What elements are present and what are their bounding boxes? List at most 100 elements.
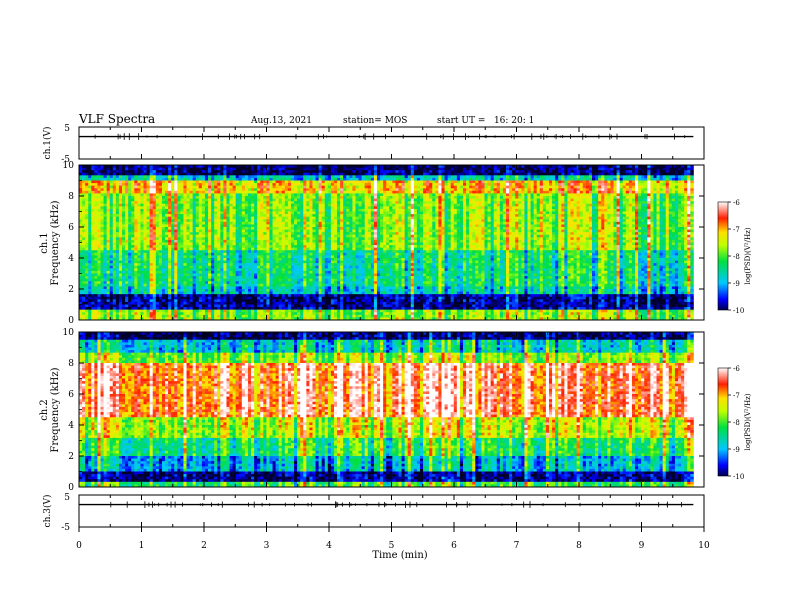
ch1-spectrogram-cell: [306, 193, 310, 197]
ch1-spectrogram-cell: [168, 227, 172, 230]
ch1-spectrogram-cell: [355, 190, 359, 194]
ch1-spectrogram-cell: [453, 170, 458, 174]
ch1-spectrogram-cell: [152, 167, 157, 171]
ch1-spectrogram-cell: [300, 190, 304, 194]
ch1-spectrogram-cell: [502, 201, 507, 205]
ch1-spectrogram-cell: [619, 221, 624, 225]
ch1-spectrogram-cell: [598, 211, 602, 215]
ch1-spectrogram-cell: [585, 190, 590, 194]
ch1-spectrogram-cell: [659, 172, 664, 176]
ch1-spectrogram-cell: [496, 167, 501, 171]
ch1-spectrogram-cell: [653, 188, 657, 192]
ch1-spectrogram-cell: [505, 203, 510, 207]
ch1-spectrogram-cell: [220, 170, 224, 174]
ch1-spectrogram-cell: [610, 206, 614, 210]
ch1-spectrogram-cell: [244, 183, 249, 187]
ch1-spectrogram-cell: [625, 198, 630, 202]
ch1-spectrogram-cell: [665, 167, 670, 171]
ch1-spectrogram-cell: [678, 206, 682, 210]
ch1-spectrogram-cell: [426, 221, 430, 225]
ch1-spectrogram-cell: [168, 180, 172, 184]
ch1-spectrogram-cell: [195, 221, 200, 225]
ch1-spectrogram-cell: [254, 224, 258, 228]
ch1-spectrogram-cell: [641, 180, 645, 184]
ch1-spectrogram-cell: [429, 175, 433, 179]
ch1-spectrogram-cell: [380, 224, 384, 228]
ch1-spectrogram-cell: [192, 172, 197, 176]
ch1-spectrogram-cell: [533, 175, 538, 179]
ch1-spectrogram-cell: [416, 167, 421, 171]
ch1-spectrogram-cell: [469, 170, 473, 174]
ch1-spectrogram-cell: [561, 190, 565, 194]
ch1-spectrogram-cell: [214, 175, 218, 179]
ch1-spectrogram-cell: [220, 165, 224, 168]
ch1-spectrogram-cell: [333, 172, 338, 176]
ch1-spectrogram-cell: [103, 201, 108, 205]
ch1-spectrogram-cell: [340, 198, 344, 202]
ch1-spectrogram-cell: [662, 185, 667, 189]
ch1-spectrogram-cell: [579, 183, 584, 187]
ch1-spectrogram-cell: [290, 227, 295, 230]
ch1-spectrogram-cell: [115, 208, 120, 212]
ch1-spectrogram-cell: [598, 198, 602, 202]
ch1-spectrogram-cell: [204, 196, 209, 199]
ch1-spectrogram-cell: [275, 208, 280, 212]
ch1-spectrogram-cell: [118, 167, 123, 171]
ch1-spectrogram-cell: [201, 206, 206, 210]
ch1-spectrogram-cell: [85, 221, 89, 225]
ch1-spectrogram-cell: [370, 175, 375, 179]
ch1-spectrogram-cell: [376, 211, 381, 215]
ch1-spectrogram-cell: [484, 208, 488, 212]
ch1-spectrogram-cell: [140, 214, 144, 218]
ch1-spectrogram-cell: [674, 165, 679, 168]
ch1-spectrogram-cell: [398, 183, 402, 187]
ch1-spectrogram-cell: [549, 170, 553, 174]
ch1-spectrogram-cell: [527, 219, 531, 223]
ch1-spectrogram-cell: [407, 224, 412, 228]
ch1-spectrogram-cell: [521, 167, 525, 171]
ch1-spectrogram-cell: [217, 170, 221, 174]
ch1-spectrogram-cell: [564, 216, 568, 220]
ch1-spectrogram-cell: [487, 165, 492, 168]
ch1-spectrogram-cell: [462, 190, 467, 194]
ch1-spectrogram-cell: [521, 224, 525, 228]
ch1-spectrogram-cell: [613, 183, 617, 187]
ch1-spectrogram-cell: [607, 165, 611, 168]
ch1-spectrogram-cell: [370, 196, 375, 199]
ch1-spectrogram-cell: [509, 188, 513, 192]
ch1-spectrogram-cell: [115, 177, 120, 181]
ch1-spectrogram-cell: [582, 203, 587, 207]
ch1-spectrogram-cell: [435, 219, 439, 223]
ch1-spectrogram-cell: [85, 170, 89, 174]
ch1-spectrogram-cell: [241, 219, 246, 223]
ch1-spectrogram-cell: [527, 216, 531, 220]
ch1-spectrogram-cell: [444, 201, 449, 205]
ch1-spectrogram-cell: [361, 196, 366, 199]
ch1-spectrogram-cell: [499, 216, 504, 220]
ch1-spectrogram-cell: [610, 201, 614, 205]
ch1-spectrogram-cell: [306, 177, 310, 181]
ch1-spectrogram-cell: [361, 216, 366, 220]
ch1-spectrogram-cell: [260, 167, 264, 171]
ch1-spectrogram-cell: [214, 172, 218, 176]
ch1-spectrogram-cell: [223, 167, 227, 171]
ch1-spectrogram-cell: [558, 167, 562, 171]
ch1-spectrogram-cell: [100, 224, 104, 228]
ch1-spectrogram-cell: [521, 170, 525, 174]
ch1-spectrogram-cell: [453, 219, 458, 223]
ch1-spectrogram-cell: [558, 219, 562, 223]
ch1-spectrogram-cell: [284, 193, 289, 197]
ch1-spectrogram-cell: [536, 172, 541, 176]
ch1-spectrogram-cell: [604, 183, 608, 187]
ch1-spectrogram-cell: [512, 201, 516, 205]
ch1-spectrogram-cell: [97, 221, 101, 225]
ch1-spectrogram-cell: [576, 216, 581, 220]
ch1-spectrogram-cell: [429, 190, 433, 194]
ch1-spectrogram-cell: [604, 170, 608, 174]
ch1-spectrogram-cell: [567, 219, 571, 223]
ch1-spectrogram-cell: [380, 216, 384, 220]
ch1-spectrogram-cell: [401, 180, 406, 184]
ch1-spectrogram-cell: [131, 165, 135, 168]
ch1-spectrogram-cell: [214, 221, 218, 225]
ch1-spectrogram-cell: [668, 175, 673, 179]
